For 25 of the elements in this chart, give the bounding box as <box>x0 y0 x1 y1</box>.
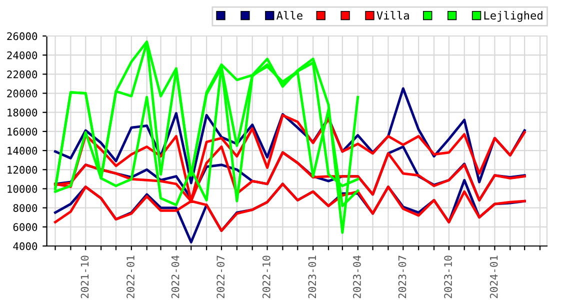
x-tick-label: 2023-01 <box>308 256 316 298</box>
y-tick-label: 20000 <box>7 90 38 98</box>
x-tick-label: 2022-01 <box>126 256 134 298</box>
y-tick-label: 10000 <box>8 184 38 193</box>
legend-label: Lejlighed <box>484 10 542 22</box>
y-tick-label: 4000 <box>13 242 38 250</box>
legend-label: Villa <box>376 10 409 20</box>
y-tick-label: 8000 <box>13 204 38 212</box>
x-tick-label: 2023-07 <box>398 256 406 298</box>
y-tick-label: 16000 <box>8 128 38 136</box>
x-tick-label: 2023-10 <box>444 256 452 298</box>
y-tick-label: 26000 <box>7 32 38 40</box>
x-tick-label: 2023-04 <box>353 256 361 298</box>
y-tick-label: 22000 <box>7 70 38 78</box>
y-tick-label: 18000 <box>8 108 38 116</box>
y-tick-label: 14000 <box>8 146 38 155</box>
x-tick-label: 2021-10 <box>80 256 89 298</box>
y-tick-label: 6000 <box>13 223 38 232</box>
y-tick-label: 24000 <box>7 51 38 60</box>
x-tick-label: 2022-04 <box>171 256 180 298</box>
y-tick-label: 12000 <box>8 166 38 174</box>
x-tick-label: 2022-07 <box>216 256 225 298</box>
x-tick-label: 2022-10 <box>262 256 270 298</box>
x-tick-label: 2024-01 <box>490 256 498 298</box>
legend-label: Alle <box>276 10 302 20</box>
